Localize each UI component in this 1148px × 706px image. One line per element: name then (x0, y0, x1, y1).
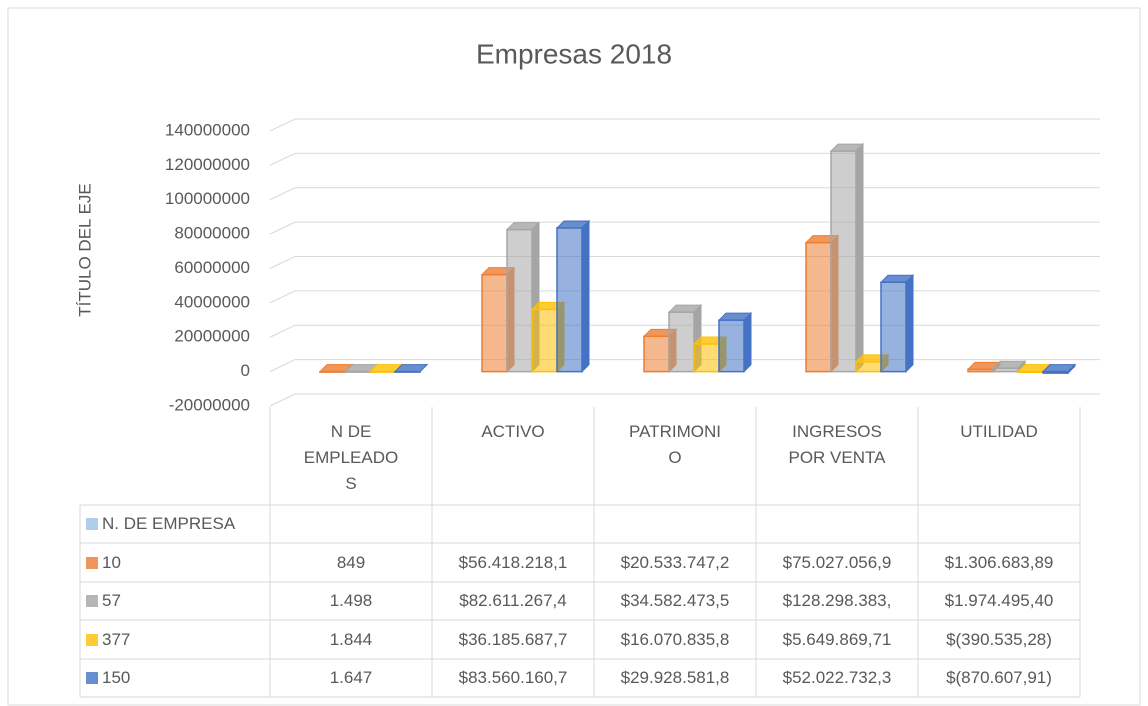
y-tick-label: -20000000 (169, 395, 250, 414)
table-cell: $(870.607,91) (946, 668, 1052, 687)
table-cell: $(390.535,28) (946, 629, 1052, 649)
bar-side (855, 142, 864, 373)
category-text: ACTIVO (481, 422, 545, 441)
table-cell: $36.185.687,7 (458, 629, 568, 649)
bar (967, 368, 994, 373)
bar (855, 361, 882, 373)
category-text: PATRIMONIO (629, 422, 721, 467)
table-cell: $52.022.732,3 (782, 668, 892, 687)
legend-entry: 10 (80, 543, 270, 582)
grid-line (269, 221, 1100, 235)
category-text: INGRESOS POR VENTA (788, 422, 886, 467)
legend-text: 377 (102, 629, 131, 649)
bar (718, 319, 745, 373)
category-label: N DE EMPLEADOS (270, 407, 432, 505)
table-cell: 1.498 (329, 591, 373, 610)
table-cell: 1.647 (329, 668, 373, 687)
table-cell: $128.298.383, (782, 591, 892, 610)
legend-entry: N. DE EMPRESA (80, 505, 270, 543)
table-cell: $34.582.473,5 (620, 591, 730, 610)
legend-entry: 150 (80, 659, 270, 697)
y-tick-label: 140000000 (165, 120, 250, 139)
y-tick-label: 120000000 (165, 155, 250, 174)
legend-swatch (86, 595, 98, 607)
grid-line (269, 118, 1100, 132)
legend-text: N. DE EMPRESA (102, 514, 236, 533)
bar (643, 335, 670, 373)
y-tick-label: 100000000 (165, 189, 250, 208)
legend-swatch (86, 556, 98, 569)
bar (1017, 370, 1044, 374)
table-cell: $20.533.747,2 (620, 552, 730, 572)
bar-side (743, 311, 752, 373)
bar-side (581, 219, 590, 373)
legend-swatch (86, 518, 98, 530)
legend-swatch (86, 672, 98, 684)
y-tick-label: 0 (241, 361, 250, 380)
bar (830, 150, 857, 373)
legend-swatch (86, 633, 98, 646)
legend-text: 10 (102, 552, 121, 572)
bar (992, 367, 1019, 373)
table-cell: $82.611.267,4 (459, 591, 567, 610)
legend-text: 150 (102, 668, 131, 687)
bar (531, 308, 558, 373)
bar (369, 370, 396, 373)
y-axis-title: TÍTULO DEL EJE (75, 183, 94, 317)
table-cell: 1.844 (329, 629, 373, 649)
bar (880, 281, 907, 373)
grid-line (269, 393, 1100, 407)
category-label: UTILIDAD (918, 407, 1080, 505)
category-label: INGRESOS POR VENTA (756, 407, 918, 505)
bar (556, 227, 583, 373)
table-cell: $29.928.581,8 (620, 668, 730, 687)
bar (668, 311, 695, 373)
legend-entry: 57 (80, 582, 270, 620)
table-cell: $75.027.056,9 (782, 552, 892, 572)
table-cell: $56.418.218,1 (458, 552, 568, 572)
legend-text: 57 (102, 591, 121, 610)
bar (481, 273, 508, 373)
bar (506, 228, 533, 373)
y-tick-label: 80000000 (174, 224, 250, 243)
category-text: UTILIDAD (960, 422, 1038, 441)
table-cell: $5.649.869,71 (782, 629, 892, 649)
category-text: N DE EMPLEADOS (303, 422, 399, 493)
bar (693, 343, 720, 373)
bar-side (905, 274, 914, 373)
table-cell: $1.306.683,89 (944, 552, 1054, 572)
y-tick-label: 60000000 (174, 258, 250, 277)
table-cell: 849 (336, 552, 366, 572)
bar (805, 241, 832, 373)
bar (344, 370, 371, 373)
y-tick-label: 20000000 (174, 327, 250, 346)
grid-line (269, 187, 1100, 201)
grid-line (269, 152, 1100, 166)
grid-line (269, 256, 1100, 269)
bar (394, 370, 421, 373)
chart-border (7, 7, 1141, 706)
grid-line (269, 290, 1100, 304)
legend-entry: 377 (80, 620, 270, 659)
bar (1042, 370, 1069, 374)
category-label: PATRIMONIO (594, 407, 756, 505)
table-cell: $83.560.160,7 (458, 668, 568, 687)
y-tick-label: 40000000 (174, 292, 250, 311)
chart-title: Empresas 2018 (476, 38, 672, 69)
table-cell: $16.070.835,8 (620, 629, 730, 649)
category-label: ACTIVO (432, 407, 594, 505)
bar (319, 370, 346, 373)
table-cell: $1.974.495,40 (944, 591, 1054, 610)
